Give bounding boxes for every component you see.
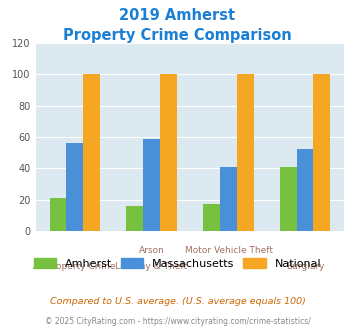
Bar — [126, 206, 143, 231]
Text: 2019 Amherst: 2019 Amherst — [119, 8, 236, 23]
Bar — [237, 74, 253, 231]
Bar — [143, 139, 160, 231]
Legend: Amherst, Massachusetts, National: Amherst, Massachusetts, National — [29, 253, 326, 273]
Bar — [83, 74, 100, 231]
Bar — [220, 167, 237, 231]
Bar — [313, 74, 330, 231]
Text: Burglary: Burglary — [286, 262, 325, 271]
Bar — [160, 74, 177, 231]
Text: Arson: Arson — [138, 246, 164, 255]
Text: Property Crime Comparison: Property Crime Comparison — [63, 28, 292, 43]
Bar — [280, 167, 296, 231]
Text: Motor Vehicle Theft: Motor Vehicle Theft — [185, 246, 273, 255]
Text: Compared to U.S. average. (U.S. average equals 100): Compared to U.S. average. (U.S. average … — [50, 297, 305, 306]
Bar — [296, 149, 313, 231]
Bar — [50, 198, 66, 231]
Text: All Property Crime: All Property Crime — [33, 262, 115, 271]
Text: © 2025 CityRating.com - https://www.cityrating.com/crime-statistics/: © 2025 CityRating.com - https://www.city… — [45, 317, 310, 326]
Text: Larceny & Theft: Larceny & Theft — [115, 262, 187, 271]
Bar — [203, 204, 220, 231]
Bar — [66, 143, 83, 231]
